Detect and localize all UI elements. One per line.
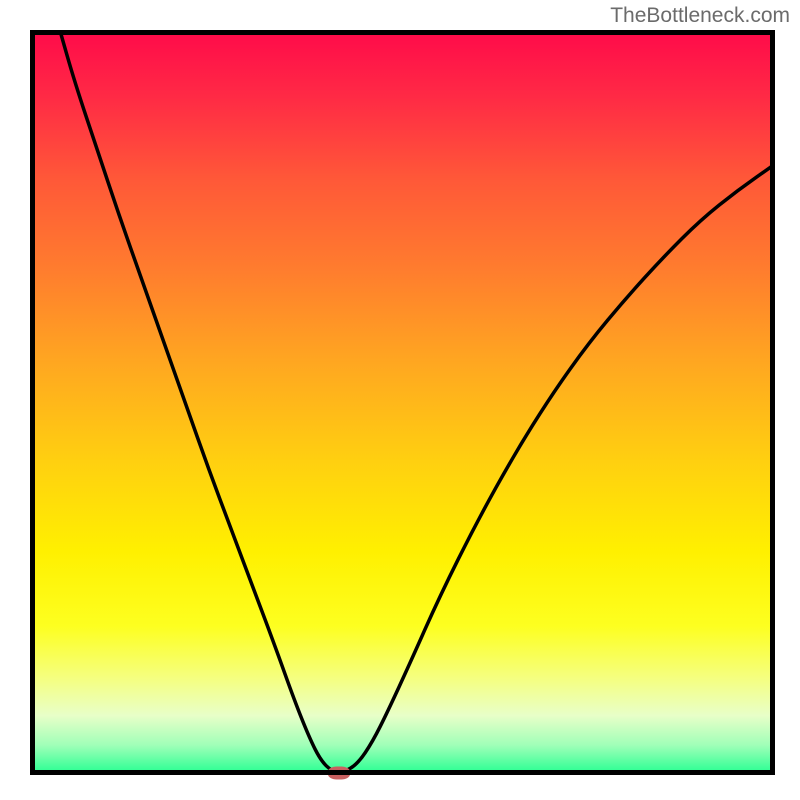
- optimal-point-marker: [328, 766, 350, 779]
- plot-area: [30, 30, 775, 775]
- chart-container: TheBottleneck.com: [0, 0, 800, 800]
- watermark-text: TheBottleneck.com: [610, 4, 790, 28]
- bottleneck-curve: [60, 30, 775, 772]
- curve-layer: [30, 30, 775, 775]
